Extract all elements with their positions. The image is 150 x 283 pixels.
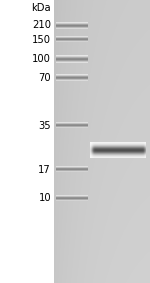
Text: 70: 70 (38, 73, 51, 83)
Text: kDa: kDa (31, 3, 51, 14)
Text: 17: 17 (38, 165, 51, 175)
Text: 210: 210 (32, 20, 51, 31)
Text: 100: 100 (32, 54, 51, 65)
Text: 150: 150 (32, 35, 51, 45)
Text: 35: 35 (38, 121, 51, 131)
Text: 10: 10 (38, 193, 51, 203)
